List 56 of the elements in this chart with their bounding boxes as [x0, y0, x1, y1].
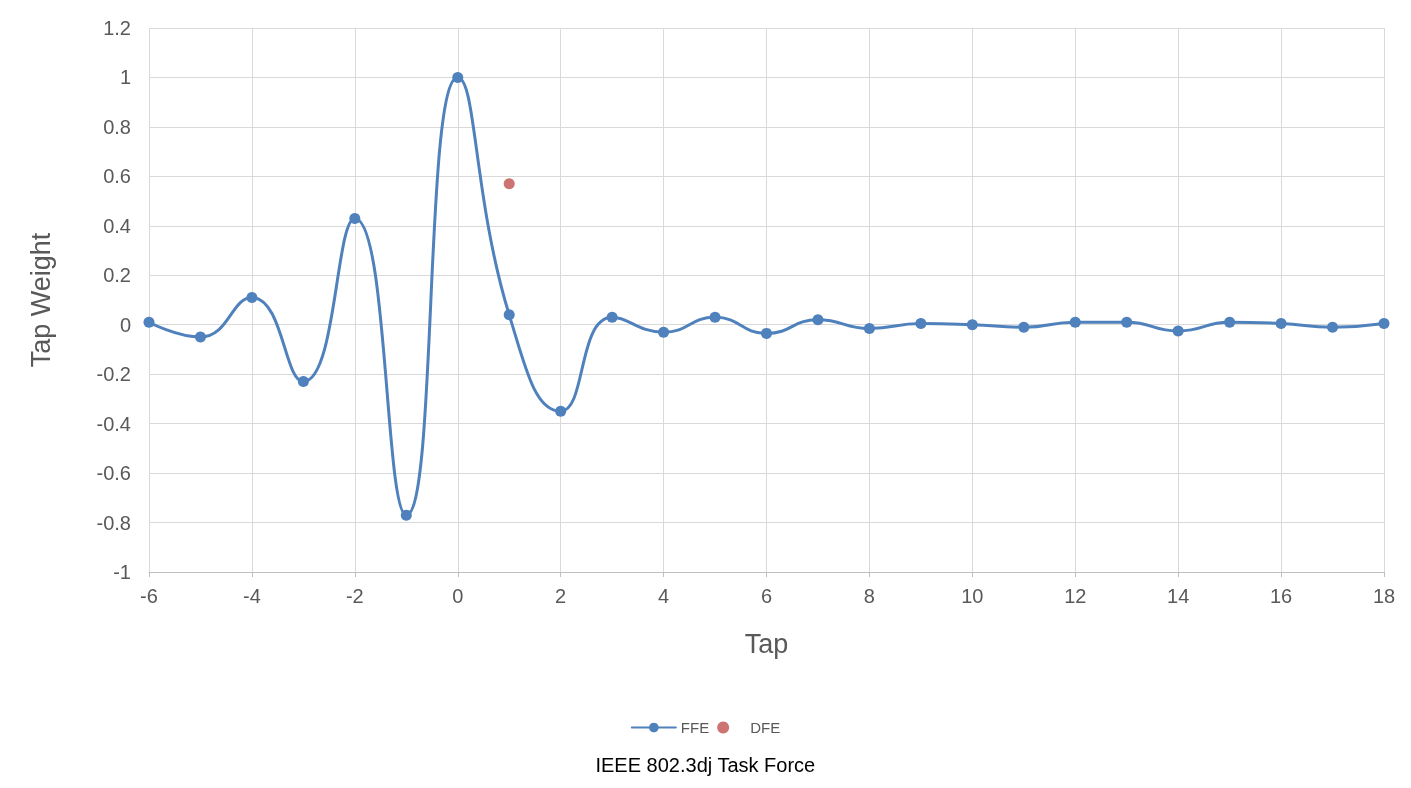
point — [400, 509, 412, 521]
x-tick-label: 8 — [863, 585, 875, 607]
point — [503, 178, 515, 190]
point — [555, 405, 567, 417]
x-tick-label: -2 — [345, 585, 364, 607]
legend-label: DFE — [750, 719, 781, 736]
y-tick-label: 0.2 — [103, 264, 131, 287]
x-tick-label: 14 — [1167, 585, 1190, 607]
point — [194, 331, 206, 343]
y-tick-label: 0.4 — [103, 214, 131, 237]
point — [966, 319, 978, 331]
point — [1378, 317, 1390, 329]
x-tick-label: 18 — [1372, 585, 1396, 607]
y-tick-label: 1 — [119, 66, 131, 89]
legend-label: FFE — [680, 719, 710, 736]
point — [658, 326, 670, 338]
point — [503, 309, 515, 321]
point — [246, 292, 258, 304]
point — [606, 311, 618, 323]
y-tick-label: -0.4 — [96, 412, 131, 435]
point — [1069, 316, 1081, 328]
x-tick-label: 2 — [555, 585, 567, 607]
x-tick-label: 10 — [961, 585, 984, 607]
point — [1172, 325, 1184, 337]
x-tick-label: 6 — [760, 585, 773, 607]
point — [1275, 317, 1287, 329]
point — [349, 212, 361, 224]
x-tick-label: 12 — [1064, 585, 1087, 607]
y-tick-label: -0.2 — [96, 363, 131, 386]
x-tick-label: 16 — [1269, 585, 1293, 607]
x-tick-label: -6 — [140, 585, 158, 607]
point — [863, 322, 875, 334]
y-tick-label: -0.8 — [96, 511, 131, 534]
x-tick-label: 0 — [452, 585, 464, 607]
point — [1224, 316, 1236, 328]
text: IEEE 802.3dj Task Force — [595, 754, 816, 776]
point — [452, 71, 464, 83]
x-tick-label: -4 — [243, 585, 261, 607]
point — [297, 376, 309, 388]
point — [1018, 321, 1030, 333]
point — [761, 327, 772, 339]
point — [143, 316, 155, 328]
point — [709, 311, 721, 323]
y-tick-label: 0.8 — [103, 115, 131, 138]
y-tick-label: 0 — [119, 313, 131, 336]
x-axis-title: Tap — [744, 628, 789, 659]
y-tick-label: 0.6 — [103, 165, 131, 188]
point — [812, 314, 824, 326]
y-tick-label: -1 — [113, 561, 131, 583]
y-tick-label: 1.2 — [103, 17, 131, 39]
point — [1121, 316, 1133, 328]
y-axis-title: Tap Weight — [25, 232, 56, 368]
y-tick-label: -0.6 — [96, 462, 131, 485]
point — [1327, 321, 1339, 333]
point — [915, 317, 927, 329]
x-tick-label: 4 — [658, 585, 670, 607]
